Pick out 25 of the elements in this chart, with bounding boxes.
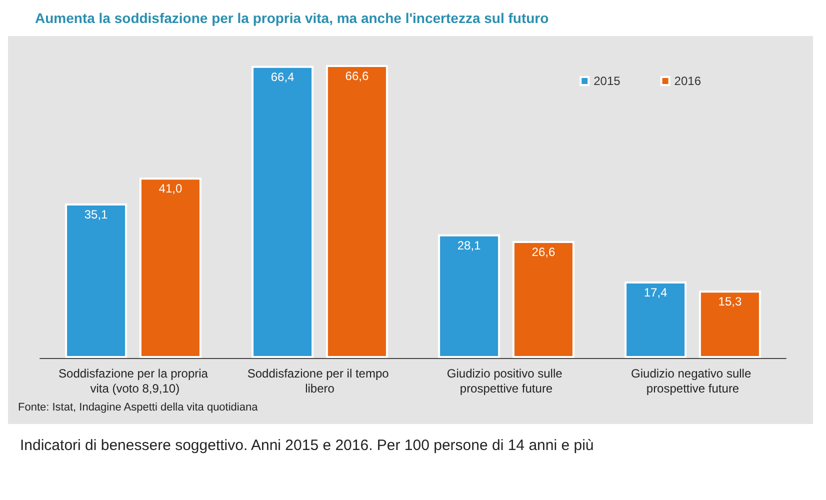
legend-label: 2016: [674, 74, 702, 88]
data-label: 66,4: [270, 70, 295, 84]
bar: [624, 281, 687, 358]
bar: [698, 290, 761, 358]
source-note: Fonte: Istat, Indagine Aspetti della vita quotidiana: [18, 402, 259, 414]
legend-label: 2015: [594, 74, 621, 88]
x-tick-label: Soddisfazione per il tempo libero: [247, 366, 392, 396]
bar: [65, 204, 128, 358]
bar: [326, 64, 388, 358]
data-label: 35,1: [84, 208, 108, 222]
data-label: 41,0: [158, 182, 182, 196]
text: Indicatori di benessere soggettivo. Anni 2015 e 2016. Per 100 persone di 14 anni e più: [20, 437, 594, 454]
bar: [139, 178, 202, 358]
x-tick-label: Soddisfazione per la propria vita (voto 8,9,10): [58, 366, 208, 396]
data-label: 15,3: [718, 294, 742, 309]
bar: [438, 234, 500, 358]
bar: [252, 66, 314, 358]
data-label: 28,1: [457, 238, 482, 252]
chart-title: Aumenta la soddisfazione per la propria vita, ma anche l'incertezza sul futuro: [35, 10, 549, 26]
x-tick-label: Giudizio positivo sulle prospettive future: [446, 366, 566, 396]
bar: [512, 240, 574, 358]
data-label: 26,6: [532, 244, 556, 259]
data-label: 17,4: [644, 285, 668, 300]
x-tick-label: Giudizio negativo sulle prospettive future: [631, 366, 754, 396]
data-label: 66,6: [345, 68, 369, 83]
